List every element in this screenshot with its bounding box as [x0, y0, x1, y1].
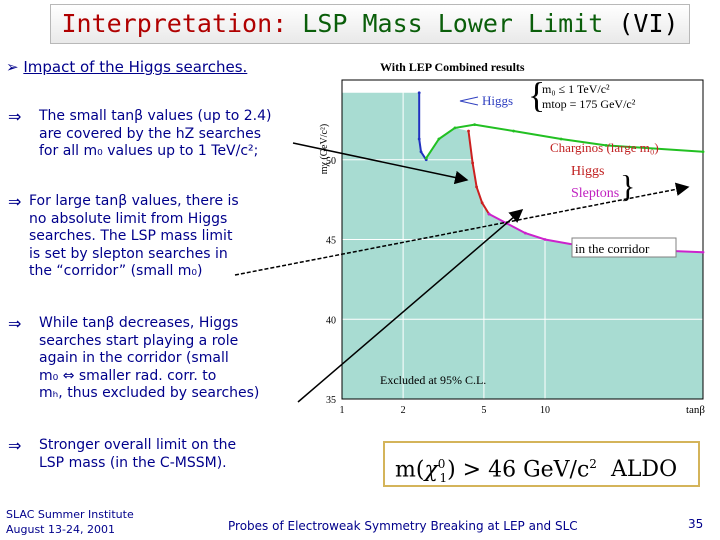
series-point [417, 137, 421, 141]
series-point [417, 91, 421, 95]
y-tick-label: 40 [326, 315, 336, 326]
bullet-line: searches start playing a role [39, 332, 239, 349]
aldo-square: 2 [589, 457, 597, 471]
series-point [424, 156, 428, 160]
series-point [701, 150, 705, 154]
aldo-value: ) > 46 GeV/c [447, 457, 590, 483]
series-point [475, 185, 478, 189]
series-point [512, 129, 515, 133]
bullet-line: Stronger overall limit on the [39, 437, 237, 453]
brace-line-m0: m₀ ≤ 1 TeV/c² [542, 82, 610, 96]
title-part-number: (VI) [603, 9, 679, 38]
series-point [419, 150, 423, 154]
footer-left: SLAC Summer Institute August 13-24, 2001 [6, 507, 134, 537]
title-part-lsp-mass: LSP Mass Lower Limit [287, 9, 604, 38]
series-point [471, 161, 475, 165]
legend-brace-icon: { [528, 75, 545, 115]
implies-arrow-icon: ⇒ [8, 192, 22, 211]
legend-brace-close-icon: } [620, 168, 635, 204]
title-part-interpretation: Interpretation: [61, 9, 288, 38]
y-tick-label: 35 [326, 395, 336, 406]
implies-arrow-icon: ⇒ [8, 314, 22, 333]
y-tick-label: 45 [326, 236, 336, 247]
bullet-line: searches. The LSP mass limit [29, 228, 233, 244]
series-point [559, 137, 563, 141]
excluded-region [342, 92, 703, 400]
bullet-line: is set by slepton searches in [29, 245, 228, 262]
bullet-overall-limit: ⇒ Stronger overall limit on the LSP mass … [8, 437, 236, 472]
arrow-to-higgs-region [292, 142, 469, 185]
implies-arrow-icon: ⇒ [8, 107, 22, 126]
y-tick-label: 50 [326, 156, 336, 167]
impact-heading-text: Impact of the Higgs searches. [23, 58, 248, 76]
higgs-pointer-icon [459, 96, 479, 106]
x-tick-label: 1 [340, 405, 345, 416]
x-tick-label: 2 [401, 405, 406, 416]
bullet-line: The small tanβ values (up to 2.4) [39, 108, 272, 124]
x-tick-label: 5 [481, 405, 486, 416]
series-point [453, 126, 457, 130]
higgs-top-label: Higgs [482, 93, 513, 108]
series-point [437, 137, 441, 141]
aldo-chi: χ [424, 457, 438, 483]
implies-arrow-icon: ⇒ [8, 436, 22, 455]
footer-date: August 13-24, 2001 [6, 523, 115, 536]
slide-title: Interpretation: LSP Mass Lower Limit (VI… [50, 4, 690, 44]
series-point [604, 143, 608, 147]
aldo-tag: ALDO [610, 457, 678, 483]
impact-heading: ➢ Impact of the Higgs searches. [6, 58, 247, 76]
bullet-line: m₀ ⇔ smaller rad. corr. to [39, 367, 217, 384]
footer-title: Probes of Electroweak Symmetry Breaking … [228, 519, 578, 533]
aldo-sub: 1 [439, 470, 448, 485]
series-point [543, 238, 547, 241]
aldo-sup: 0 [437, 457, 446, 471]
bullet-small-tanbeta: ⇒ The small tanβ values (up to 2.4) are c… [8, 108, 271, 161]
series-point [523, 231, 527, 235]
arrow-to-corridor [234, 182, 690, 276]
bullet-arrow-icon: ➢ [6, 58, 24, 76]
bullet-line: no absolute limit from Higgs [29, 210, 228, 227]
bullet-line: for all m₀ values up to 1 TeV/c²; [39, 143, 259, 159]
bullet-line: are covered by the hZ searches [39, 125, 262, 142]
aldo-m: m( [395, 457, 425, 483]
higgs-mid-label: Higgs [571, 164, 604, 179]
x-tick-label: 10 [540, 405, 550, 416]
sleptons-label: Sleptons [571, 186, 619, 201]
page-number: 35 [688, 517, 704, 531]
bullet-line: again in the corridor (small [39, 350, 229, 366]
series-line [425, 123, 704, 159]
series-point [480, 201, 484, 205]
chart-title: With LEP Combined results [380, 60, 525, 74]
excluded-label: Excluded at 95% C.L. [380, 373, 486, 387]
series-line [418, 92, 428, 161]
footer-event: SLAC Summer Institute [6, 508, 134, 521]
bullet-line: For large tanβ values, there is [29, 193, 239, 209]
series-point [473, 123, 477, 127]
corridor-box [571, 237, 677, 258]
series-point [487, 212, 491, 216]
arrow-to-corridor-higgs [297, 209, 524, 403]
brace-line-mtop: mtop = 175 GeV/c² [542, 97, 636, 111]
x-axis-label: tanβ [686, 404, 705, 416]
aldo-limit-box: m(χ01) > 46 GeV/c2 ALDO [383, 441, 700, 487]
bullet-line: While tanβ decreases, Higgs [39, 315, 239, 331]
corridor-label: in the corridor [575, 241, 650, 256]
bullet-large-tanbeta: ⇒ For large tanβ values, there is no abso… [8, 193, 239, 281]
series-point [701, 250, 705, 254]
bullet-tanbeta-decreases: ⇒ While tanβ decreases, Higgs searches st… [8, 315, 259, 403]
series-point [467, 129, 470, 133]
plot-frame [341, 79, 704, 400]
bullet-line: mₕ, thus excluded by searches) [39, 385, 260, 401]
bullet-line: LSP mass (in the C-MSSM). [39, 454, 227, 471]
charginos-label: Charginos (large m₀) [550, 140, 659, 155]
bullet-line: the “corridor” (small m₀) [29, 263, 203, 279]
